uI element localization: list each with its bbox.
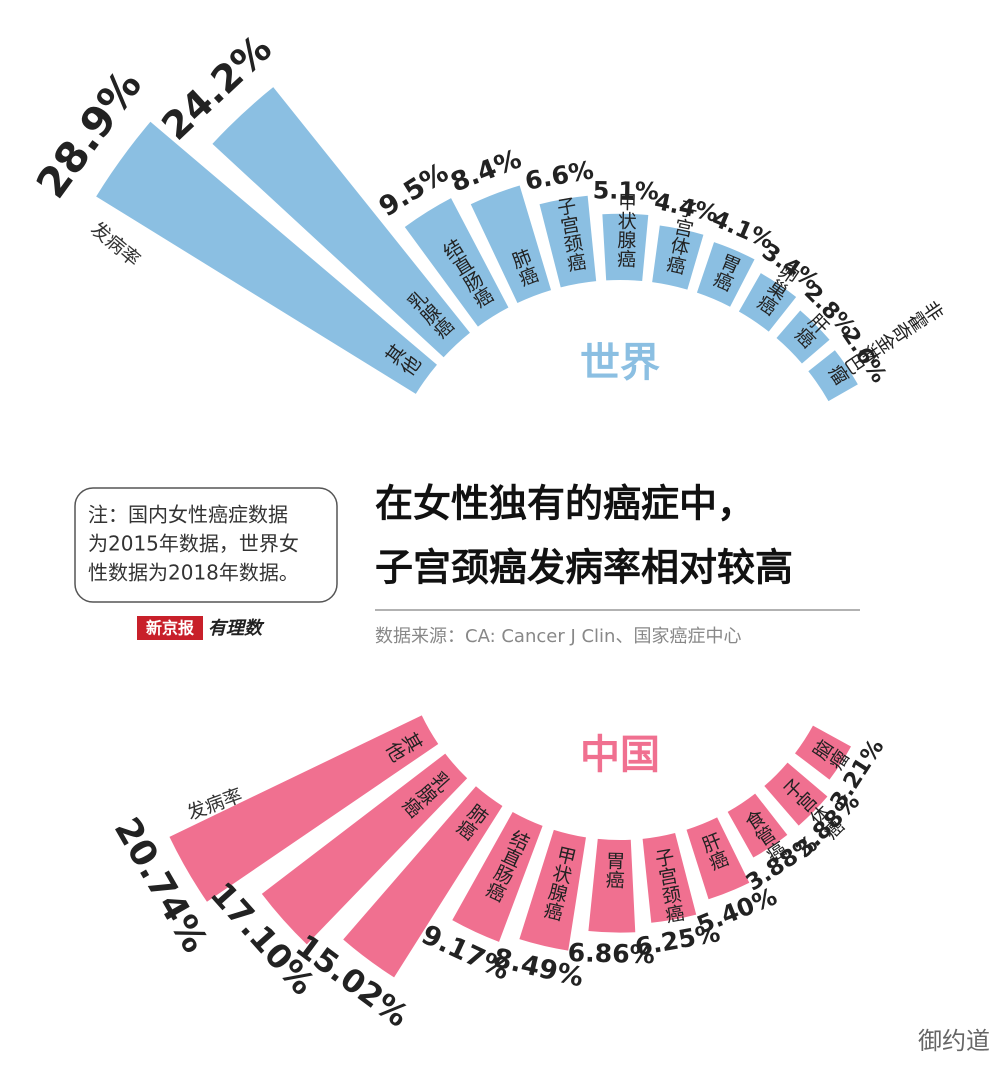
bar [652, 225, 704, 290]
value-label: 5.1% [593, 176, 660, 205]
value-label: 6.6% [523, 155, 596, 196]
bar [686, 817, 750, 900]
bar [452, 812, 543, 942]
logo-box [137, 616, 203, 640]
note-line: 为2015年数据，世界女 [88, 532, 299, 556]
logo-text: 有理数 [208, 618, 265, 639]
title: 子宫颈癌发病率相对较高 [375, 546, 793, 590]
bar [261, 753, 468, 945]
bar [642, 832, 697, 923]
bar [519, 829, 586, 951]
category-label: 胃癌 [602, 851, 625, 890]
note-line: 性数据为2018年数据。 [88, 561, 299, 585]
axis-label: 发病率 [86, 218, 144, 272]
logo-text: 新京报 [146, 619, 194, 638]
bar [539, 195, 597, 288]
bar [169, 715, 439, 902]
bar [470, 185, 552, 304]
note-line: 注：国内女性癌症数据 [88, 503, 288, 527]
source: 数据来源：CA: Cancer J Clin、国家癌症中心 [375, 626, 741, 647]
bar [404, 198, 509, 327]
bar [727, 793, 788, 858]
note-box [74, 487, 338, 603]
bar [696, 242, 755, 307]
bar [808, 350, 858, 402]
bar [588, 838, 636, 933]
bar [776, 310, 830, 364]
category-label: 甲状腺癌 [614, 192, 637, 268]
bar [738, 273, 797, 332]
bar [212, 87, 470, 358]
bar [96, 121, 437, 394]
title: 在女性独有的癌症中， [375, 482, 755, 526]
bar [795, 725, 851, 780]
region-title: 世界 [580, 340, 660, 386]
bar [602, 213, 649, 282]
bar [343, 786, 503, 978]
region-title: 中国 [580, 732, 660, 778]
bar [764, 762, 828, 826]
watermark: 御约道 [918, 1027, 990, 1055]
value-label: 6.86% [567, 938, 655, 969]
